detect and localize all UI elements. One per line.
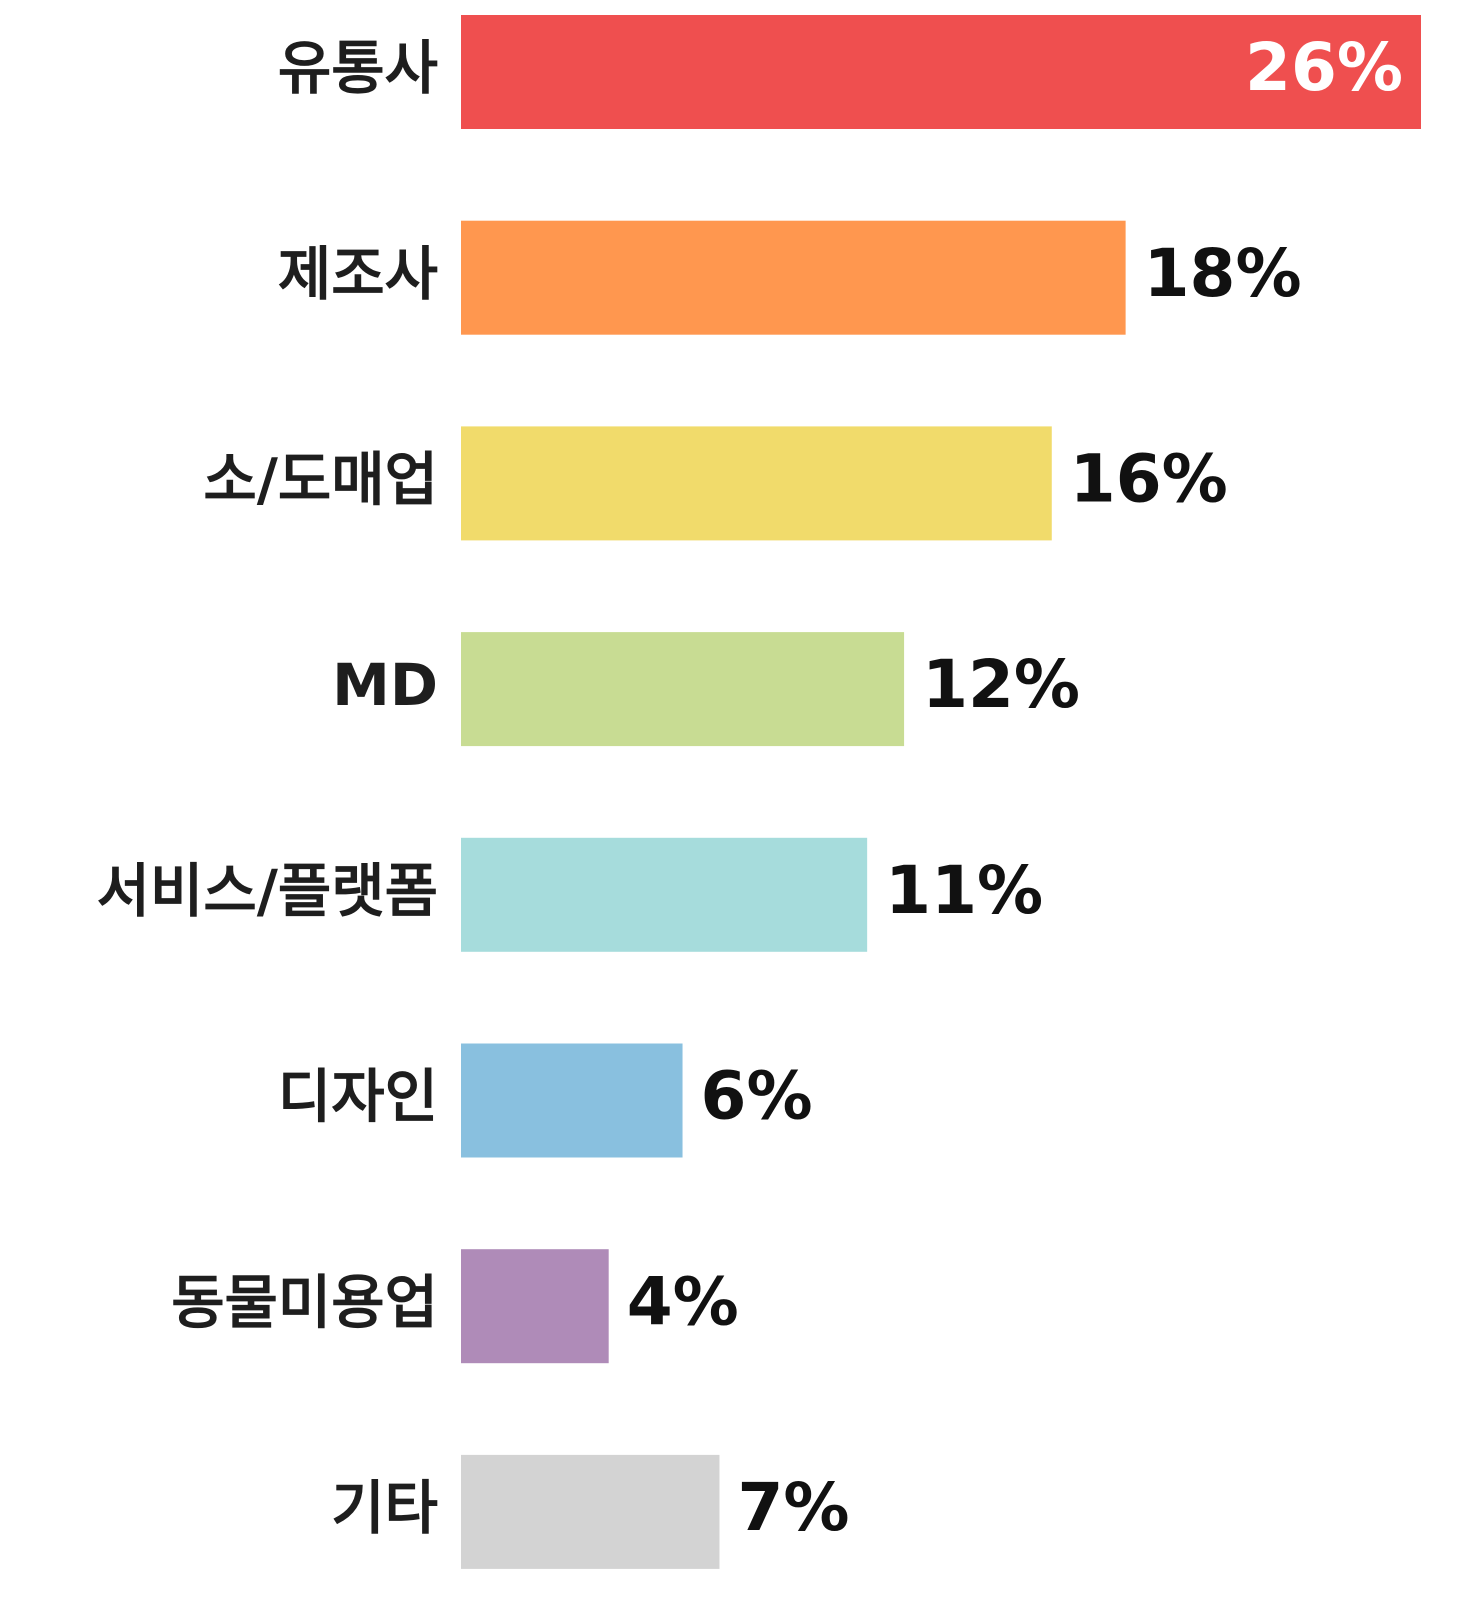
bar bbox=[461, 15, 1421, 129]
value-label: 16% bbox=[1070, 440, 1228, 517]
value-label: 6% bbox=[701, 1058, 813, 1135]
category-label: 디자인 bbox=[278, 1063, 438, 1131]
category-label: 동물미용업 bbox=[171, 1268, 438, 1336]
value-label: 12% bbox=[922, 646, 1080, 723]
bar bbox=[461, 837, 868, 952]
bar bbox=[461, 1454, 720, 1569]
category-label: 기타 bbox=[331, 1474, 438, 1542]
category-label: MD bbox=[332, 651, 438, 719]
category-label: 서비스/플랫폼 bbox=[97, 857, 438, 925]
value-label: 11% bbox=[885, 852, 1043, 929]
bar bbox=[461, 1043, 683, 1158]
bar bbox=[461, 220, 1126, 335]
value-label: 4% bbox=[627, 1263, 739, 1340]
bar bbox=[461, 632, 905, 747]
bar bbox=[461, 426, 1052, 541]
value-label: 18% bbox=[1144, 235, 1302, 312]
category-label: 유통사 bbox=[278, 34, 438, 102]
category-label: 제조사 bbox=[278, 240, 438, 308]
bar bbox=[461, 1249, 609, 1364]
category-label: 소/도매업 bbox=[203, 446, 438, 514]
value-label: 7% bbox=[737, 1469, 849, 1546]
value-label: 26% bbox=[1245, 29, 1403, 106]
